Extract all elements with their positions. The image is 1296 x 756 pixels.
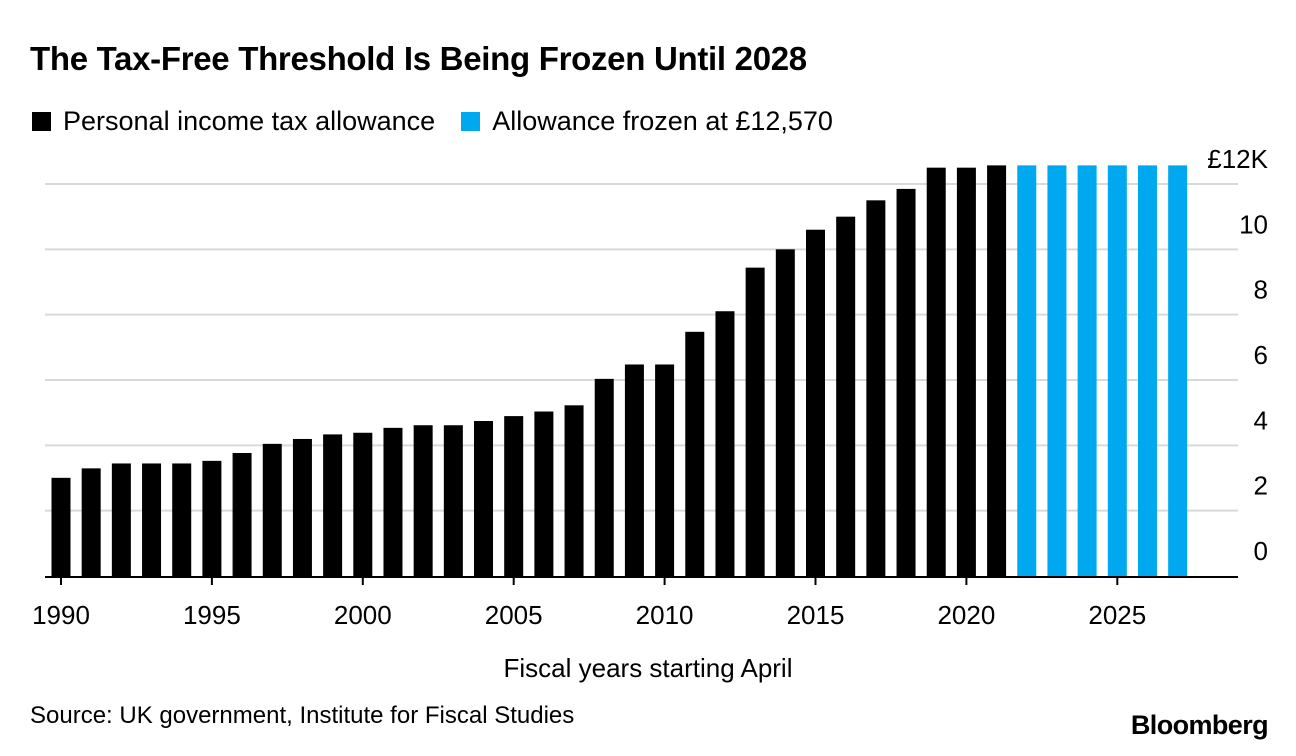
- x-tick-label: 1995: [183, 600, 241, 630]
- bar-allowance-1990: [51, 477, 71, 576]
- bar-frozen-2023: [1047, 165, 1067, 576]
- bar-allowance-2016: [836, 216, 856, 577]
- bar-frozen-2026: [1137, 165, 1157, 576]
- x-tick-label: 2015: [787, 600, 845, 630]
- bar-allowance-2012: [715, 311, 735, 576]
- x-tick-label: 2005: [485, 600, 543, 630]
- legend-swatch-frozen: [461, 112, 481, 131]
- bar-allowance-1993: [142, 463, 162, 576]
- bar-allowance-2011: [685, 331, 705, 576]
- bar-allowance-1996: [232, 453, 252, 576]
- x-axis: 1990 1995 2000 2005 2010 2015 2020 2025: [32, 576, 1238, 630]
- bar-allowance-2002: [413, 425, 433, 576]
- bar-allowance-2008: [594, 378, 614, 576]
- bar-allowance-1995: [202, 460, 222, 576]
- bar-frozen-2024: [1077, 165, 1097, 576]
- bar-allowance-2014: [775, 249, 795, 576]
- y-tick-label: 0: [1254, 536, 1268, 566]
- y-tick-label: 8: [1254, 275, 1268, 305]
- bar-allowance-2017: [866, 200, 886, 576]
- x-tick-label: 2000: [334, 600, 392, 630]
- bar-allowance-2004: [474, 421, 494, 576]
- bloomberg-logo: Bloomberg: [1130, 710, 1269, 740]
- bar-allowance-2021: [987, 165, 1007, 576]
- chart-title: The Tax-Free Threshold Is Being Frozen U…: [30, 40, 807, 77]
- bar-allowance-2001: [383, 427, 403, 576]
- bar-allowance-2020: [956, 167, 976, 577]
- bar-allowance-2009: [624, 364, 644, 576]
- y-axis-labels: 0 2 4 6 8 10 £12K: [1207, 144, 1268, 566]
- bars: [51, 165, 1188, 577]
- bar-allowance-1994: [172, 463, 192, 576]
- y-tick-label: £12K: [1207, 144, 1268, 174]
- x-axis-title: Fiscal years starting April: [504, 653, 793, 683]
- bar-frozen-2022: [1017, 165, 1037, 576]
- bar-allowance-1997: [262, 443, 282, 576]
- x-tick-label: 2025: [1088, 600, 1146, 630]
- bar-allowance-1998: [292, 438, 312, 576]
- bar-chart: 1990 1995 2000 2005 2010 2015 2020 2025 0 2 4 6 8 10…: [32, 144, 1269, 683]
- legend-item-frozen: Allowance frozen at £12,570: [461, 106, 833, 137]
- bar-allowance-1999: [323, 434, 343, 576]
- bar-allowance-2003: [443, 425, 463, 576]
- bar-frozen-2027: [1168, 165, 1188, 576]
- x-tick-label: 1990: [32, 600, 90, 630]
- x-tick-label: 2020: [937, 600, 995, 630]
- legend-label-frozen: Allowance frozen at £12,570: [492, 106, 833, 136]
- bar-allowance-2000: [353, 432, 373, 576]
- bar-allowance-2015: [806, 229, 825, 577]
- bar-allowance-2010: [655, 364, 675, 576]
- y-tick-label: 6: [1254, 340, 1268, 370]
- chart-legend: Personal income tax allowance Allowance …: [32, 106, 859, 137]
- legend-item-allowance: Personal income tax allowance: [32, 106, 435, 137]
- y-tick-label: 4: [1254, 405, 1268, 435]
- bar-frozen-2025: [1107, 165, 1127, 576]
- source-note: Source: UK government, Institute for Fis…: [30, 702, 575, 729]
- bar-allowance-2007: [564, 405, 584, 576]
- x-tick-label: 2010: [636, 600, 694, 630]
- bar-allowance-2005: [504, 416, 524, 576]
- legend-swatch-allowance: [32, 112, 51, 131]
- bar-allowance-1991: [81, 468, 101, 576]
- bar-allowance-2013: [745, 267, 765, 576]
- bar-allowance-2019: [926, 167, 946, 577]
- bar-allowance-2006: [534, 411, 554, 576]
- bar-allowance-2018: [896, 188, 916, 576]
- y-tick-label: 2: [1254, 471, 1268, 501]
- bar-allowance-1992: [111, 463, 131, 576]
- legend-label-allowance: Personal income tax allowance: [63, 106, 436, 136]
- y-tick-label: 10: [1239, 209, 1268, 239]
